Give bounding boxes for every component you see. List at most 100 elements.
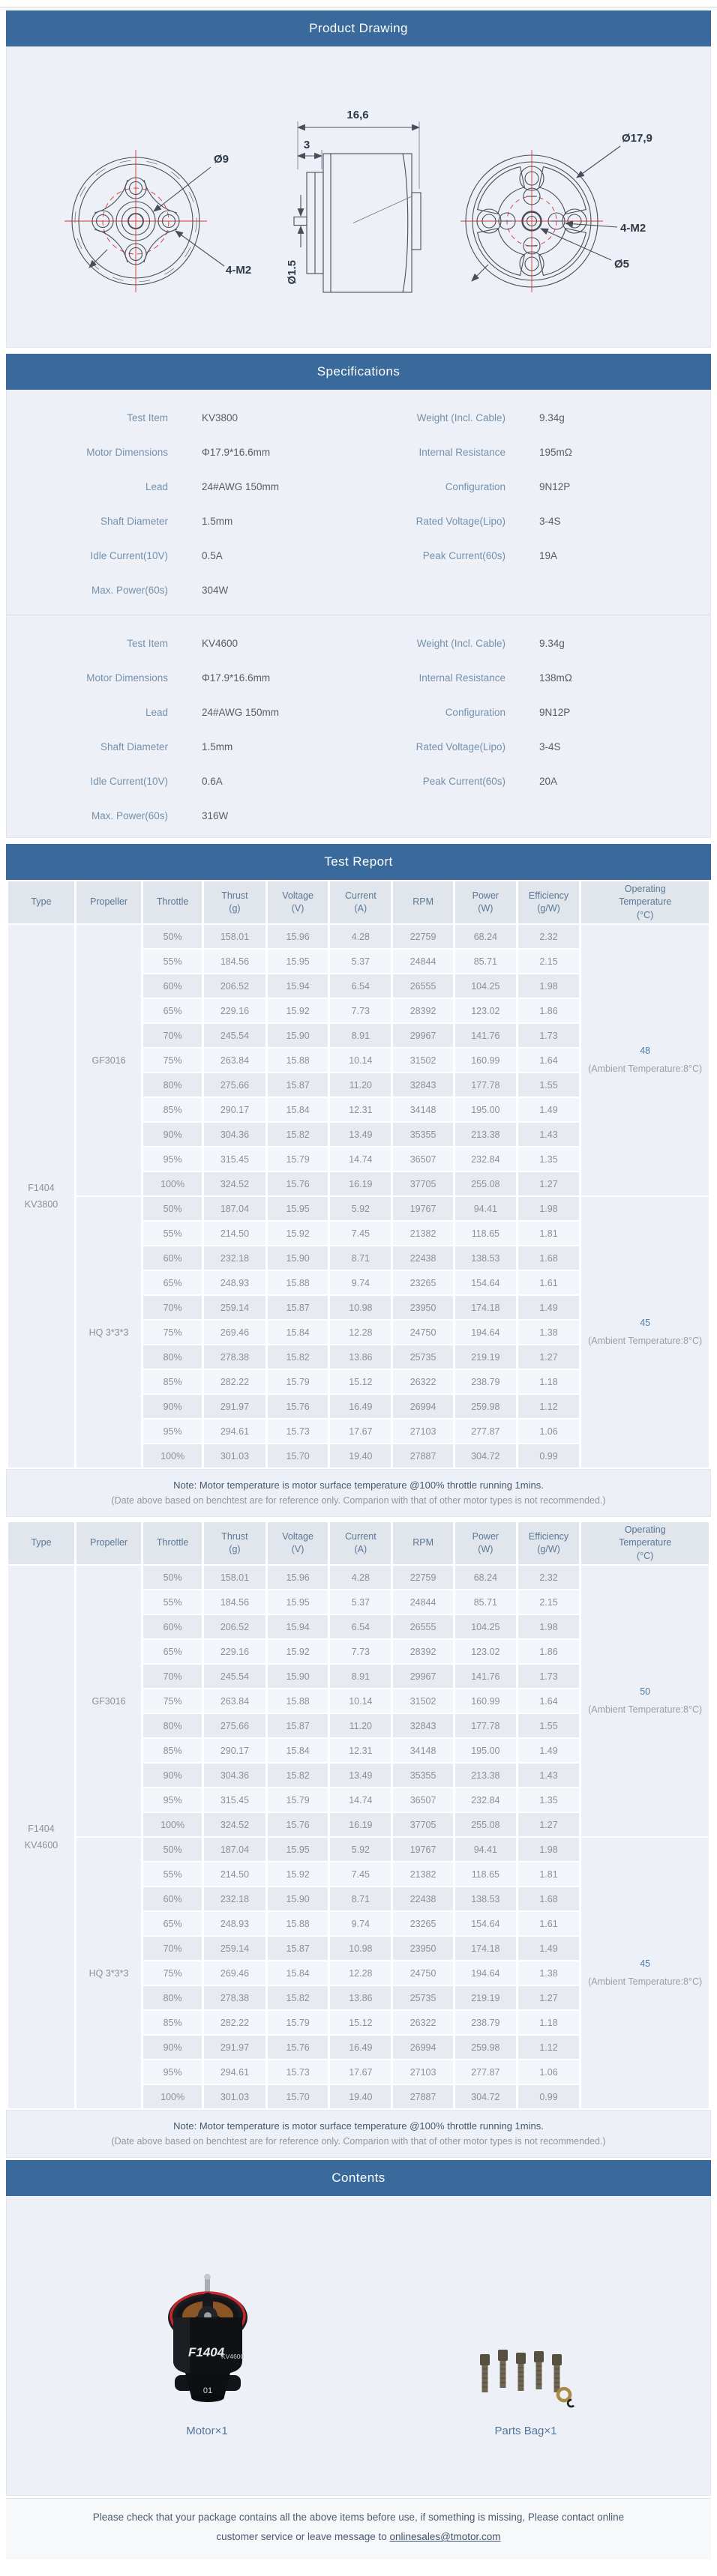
data-cell: 100% — [143, 2085, 202, 2108]
section-header-product-drawing: Product Drawing — [6, 10, 711, 46]
data-cell: 15.87 — [267, 1937, 328, 1960]
data-cell: 15.87 — [267, 1714, 328, 1737]
propeller-cell: GF3016 — [76, 925, 142, 1195]
data-cell: 65% — [143, 1640, 202, 1663]
data-cell: 55% — [143, 1222, 202, 1245]
data-cell: 245.54 — [204, 1024, 266, 1047]
data-cell: 1.49 — [518, 1296, 580, 1319]
spec-value: 19A — [539, 549, 558, 561]
temperature-value: 45 — [640, 1317, 651, 1328]
support-email-link[interactable]: onlinesales@tmotor.com — [389, 2531, 501, 2543]
data-cell: 15.76 — [267, 2036, 328, 2059]
test-table-row: HQ 3*3*3 50% 187.04 15.95 5.92 19767 94.41 1.98… — [8, 1197, 709, 1468]
column-header: Operating Temperature (°C) — [581, 1522, 709, 1564]
test-table-row: 65% 229.16 15.92 7.73 28392 123.02 1.86 — [8, 999, 709, 1022]
data-cell: 238.79 — [455, 1370, 516, 1393]
data-cell: 37705 — [393, 1813, 453, 1836]
spec-label: Test Item — [127, 411, 168, 423]
spec-value: 3-4S — [539, 515, 561, 527]
section-header-specifications: Specifications — [6, 354, 711, 390]
data-cell: 80% — [143, 1345, 202, 1369]
data-cell: 15.90 — [267, 1246, 328, 1270]
data-cell: 15.88 — [267, 1689, 328, 1713]
data-cell: 294.61 — [204, 2060, 266, 2084]
rear-shaft-hole-label: Ø5 — [614, 258, 629, 271]
test-table-row: 75% 269.46 15.84 12.28 24750 194.64 1.38 — [8, 1321, 709, 1344]
data-cell: 1.61 — [518, 1912, 580, 1935]
data-cell: 1.55 — [518, 1073, 580, 1097]
data-cell: 90% — [143, 1395, 202, 1418]
data-cell: 324.52 — [204, 1813, 266, 1836]
data-cell: 229.16 — [204, 1640, 266, 1663]
data-cell: 259.98 — [455, 2036, 516, 2059]
data-cell: 23950 — [393, 1296, 453, 1319]
data-cell: 1.81 — [518, 1222, 580, 1245]
data-cell: 6.54 — [330, 1615, 392, 1638]
data-cell: 22759 — [393, 925, 453, 948]
test-table-row: 55% 184.56 15.95 5.37 24844 85.71 2.15 — [8, 1590, 709, 1614]
spec-value: KV4600 — [202, 637, 238, 649]
data-cell: 1.43 — [518, 1764, 580, 1787]
spec-value: 0.5A — [202, 549, 223, 561]
side-shaft-label: Ø1.5 — [286, 260, 298, 285]
spec-value: 304W — [202, 584, 229, 596]
note-line-1: Note: Motor temperature is motor surface… — [173, 2120, 544, 2132]
parts-bag-item-label: Parts Bag×1 — [494, 2425, 557, 2437]
data-cell: 10.14 — [330, 1689, 392, 1713]
test-table-row: 60% 206.52 15.94 6.54 26555 104.25 1.98 — [8, 974, 709, 998]
data-cell: 184.56 — [204, 950, 266, 973]
data-cell: 70% — [143, 1937, 202, 1960]
data-cell: 100% — [143, 1813, 202, 1836]
spec-row: Shaft Diameter 1.5mm Rated Voltage(Lipo) 3-… — [7, 729, 710, 764]
spec-value: 9.34g — [539, 637, 565, 649]
data-cell: 15.92 — [267, 1640, 328, 1663]
spec-label: Motor Dimensions — [86, 672, 168, 684]
contents-panel: F1404 KV4600 01 — [6, 2196, 711, 2496]
type-cell: F1404 KV4600 — [8, 1566, 74, 2108]
test-table-row: 65% 248.93 15.88 9.74 23265 154.64 1.61 — [8, 1912, 709, 1935]
spec-label: Lead — [145, 706, 168, 718]
footer-notice: Please check that your package contains … — [6, 2498, 711, 2560]
data-cell: 15.79 — [267, 1788, 328, 1812]
data-cell: 184.56 — [204, 1590, 266, 1614]
data-cell: 15.84 — [267, 1321, 328, 1344]
data-cell: 15.92 — [267, 1862, 328, 1886]
data-cell: 7.73 — [330, 1640, 392, 1663]
data-cell: 1.73 — [518, 1665, 580, 1688]
temperature-cell: 48 (Ambient Temperature:8°C) — [581, 925, 709, 1195]
data-cell: 275.66 — [204, 1714, 266, 1737]
footer-line-1: Please check that your package contains … — [92, 2512, 625, 2523]
data-cell: 85.71 — [455, 950, 516, 973]
spec-label: Test Item — [127, 637, 168, 649]
data-cell: 5.37 — [330, 1590, 392, 1614]
data-cell: 5.37 — [330, 950, 392, 973]
spec-label: Idle Current(10V) — [90, 549, 168, 561]
data-cell: 34148 — [393, 1739, 453, 1762]
motor-item-label: Motor×1 — [186, 2425, 228, 2437]
data-cell: 304.72 — [455, 2085, 516, 2108]
data-cell: 301.03 — [204, 2085, 266, 2108]
data-cell: 4.28 — [330, 1566, 392, 1589]
data-cell: 294.61 — [204, 1420, 266, 1443]
data-cell: 10.98 — [330, 1296, 392, 1319]
column-header: Thrust (g) — [204, 881, 266, 923]
data-cell: 19767 — [393, 1838, 453, 1861]
data-cell: 65% — [143, 1271, 202, 1294]
data-cell: 22438 — [393, 1246, 453, 1270]
data-cell: 15.90 — [267, 1024, 328, 1047]
data-cell: 1.64 — [518, 1689, 580, 1713]
data-cell: 255.08 — [455, 1172, 516, 1195]
propeller-cell: HQ 3*3*3 — [76, 1838, 142, 2108]
data-cell: 24844 — [393, 1590, 453, 1614]
data-cell: 95% — [143, 1147, 202, 1171]
data-cell: 15.70 — [267, 2085, 328, 2108]
data-cell: 15.76 — [267, 1395, 328, 1418]
data-cell: 248.93 — [204, 1912, 266, 1935]
test-table-row: 95% 294.61 15.73 17.67 27103 277.87 1.06 — [8, 1420, 709, 1443]
rear-view: Ø17,9 4-M2 Ø5 — [460, 132, 652, 292]
data-cell: 22438 — [393, 1887, 453, 1910]
data-cell: 259.14 — [204, 1937, 266, 1960]
data-cell: 26322 — [393, 2011, 453, 2034]
data-cell: 80% — [143, 1073, 202, 1097]
test-table-row: 75% 263.84 15.88 10.14 31502 160.99 1.64 — [8, 1049, 709, 1072]
